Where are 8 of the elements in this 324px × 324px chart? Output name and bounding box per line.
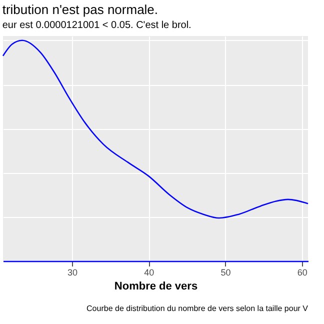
chart-title: tribution n'est pas normale. bbox=[2, 2, 158, 17]
x-tick-label: 30 bbox=[67, 268, 78, 278]
text: Courbe de distribution du nombre de vers selon la taille pour V bbox=[86, 304, 309, 313]
chart-subtitle: eur est 0.0000121001 < 0.05. C'est le brol. bbox=[2, 20, 192, 31]
x-tick-label: 60 bbox=[297, 268, 308, 278]
x-tick-label: 40 bbox=[144, 268, 154, 278]
x-tick-label: 50 bbox=[220, 268, 231, 278]
x-axis-title: Nombre de vers bbox=[114, 280, 198, 292]
